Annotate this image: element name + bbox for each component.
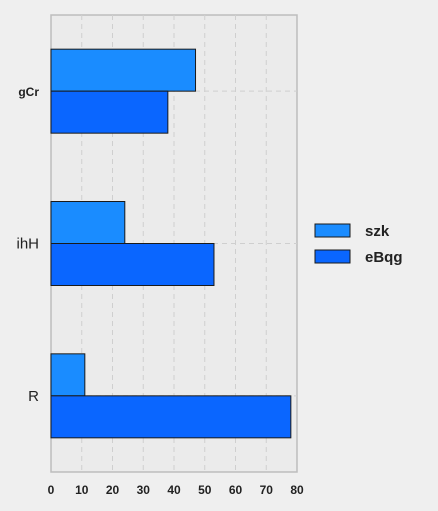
- x-tick-label: 20: [106, 483, 120, 497]
- bar-eBqg-R: [50, 395, 292, 439]
- bar-szk-R: [50, 353, 86, 397]
- x-tick-label: 40: [167, 483, 181, 497]
- legend-swatch-eBqg: [314, 249, 351, 264]
- bars-group: [50, 48, 292, 439]
- x-tick-label: 70: [260, 483, 274, 497]
- x-axis-ticks: 0 10 20 30 40 50 60 70 80: [48, 483, 304, 497]
- legend-label-eBqg: eBqg: [365, 249, 403, 266]
- y-tick-label: R: [28, 388, 39, 405]
- x-tick-label: 60: [229, 483, 243, 497]
- bar-szk-gCr: [50, 48, 197, 92]
- legend-swatch-szk: [314, 223, 351, 238]
- x-tick-label: 0: [48, 483, 55, 497]
- legend-label-szk: szk: [365, 223, 390, 240]
- x-tick-label: 30: [137, 483, 151, 497]
- x-tick-label: 10: [75, 483, 89, 497]
- y-tick-label: gCr: [18, 85, 39, 99]
- bar-eBqg-gCr: [50, 90, 169, 134]
- y-tick-label: ihH: [16, 236, 39, 253]
- x-tick-label: 80: [290, 483, 304, 497]
- bar-szk-ihH: [50, 201, 126, 244]
- x-tick-label: 50: [198, 483, 212, 497]
- bar-eBqg-ihH: [50, 243, 215, 286]
- legend: szk eBqg: [314, 223, 403, 266]
- y-axis-ticks: gCr ihH R: [16, 85, 39, 405]
